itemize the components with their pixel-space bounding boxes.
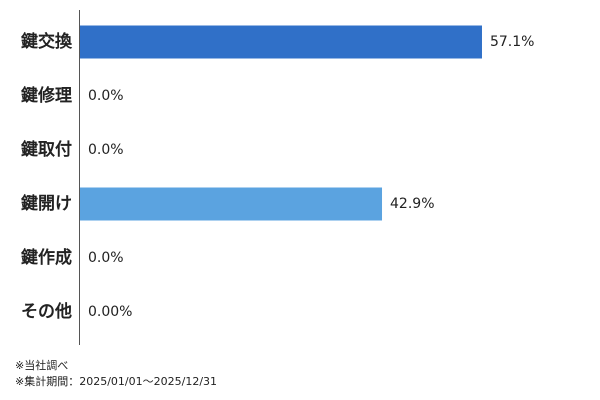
note: ※集計期間：2025/01/01～2025/12/31 bbox=[15, 374, 217, 388]
category-label: その他 bbox=[21, 301, 72, 322]
category-label: 鍵交換 bbox=[21, 31, 73, 52]
category-label: 鍵開け bbox=[21, 193, 72, 214]
value-label: 0.00% bbox=[88, 304, 132, 320]
category-label: 鍵作成 bbox=[21, 247, 72, 268]
value-label: 0.0% bbox=[88, 88, 124, 104]
note: ※当社調べ bbox=[15, 358, 68, 372]
category-label: 鍵取付 bbox=[21, 139, 72, 160]
category-label: 鍵修理 bbox=[21, 85, 72, 106]
value-label: 42.9% bbox=[390, 196, 434, 212]
value-label: 0.0% bbox=[88, 250, 124, 266]
value-label: 57.1% bbox=[490, 34, 534, 50]
bar bbox=[80, 25, 482, 59]
value-label: 0.0% bbox=[88, 142, 124, 158]
bar bbox=[80, 187, 383, 221]
